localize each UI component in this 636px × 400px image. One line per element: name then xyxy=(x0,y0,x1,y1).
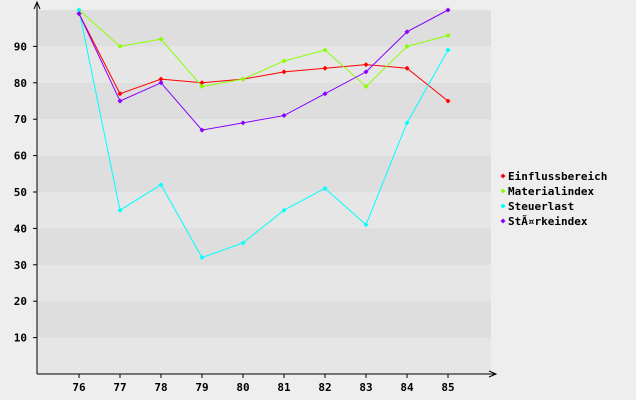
data-point xyxy=(117,207,123,213)
data-point xyxy=(240,76,246,82)
grid-band xyxy=(37,192,491,229)
data-point xyxy=(76,7,82,13)
data-point xyxy=(404,29,410,35)
data-point xyxy=(322,185,328,191)
data-point xyxy=(322,47,328,53)
y-axis-arrow xyxy=(33,0,41,10)
x-tick-label: 77 xyxy=(113,381,126,394)
data-point xyxy=(404,43,410,49)
data-point xyxy=(404,65,410,71)
y-tick-label: 60 xyxy=(14,150,27,163)
data-point xyxy=(445,7,451,13)
legend-label: Materialindex xyxy=(508,185,594,198)
x-axis-arrow xyxy=(488,370,498,378)
data-point xyxy=(363,69,369,75)
data-point xyxy=(199,255,205,261)
axes xyxy=(33,0,498,378)
legend-item: Materialindex xyxy=(500,185,594,198)
y-tick-label: 20 xyxy=(14,295,27,308)
data-point xyxy=(281,113,287,119)
series-lines xyxy=(76,7,451,261)
x-tick-label: 83 xyxy=(359,381,372,394)
data-point xyxy=(404,120,410,126)
grid-band xyxy=(37,301,491,338)
plot-background-bands xyxy=(37,10,491,374)
data-point xyxy=(445,32,451,38)
data-point xyxy=(363,222,369,228)
x-tick-label: 84 xyxy=(400,381,414,394)
grid-band xyxy=(37,155,491,192)
data-point xyxy=(158,76,164,82)
legend-label: StÃ¤rkeindex xyxy=(508,215,588,228)
x-tick-label: 80 xyxy=(236,381,249,394)
grid-band xyxy=(37,82,491,120)
data-point xyxy=(240,240,246,246)
legend-item: StÃ¤rkeindex xyxy=(500,215,588,228)
data-point xyxy=(281,58,287,64)
y-tick-label: 30 xyxy=(14,259,27,272)
legend-marker xyxy=(500,188,506,194)
y-axis-ticks: 10 20 30 40 50 60 70 80 90 xyxy=(14,40,37,345)
y-tick-label: 70 xyxy=(14,113,27,126)
data-point xyxy=(199,83,205,89)
x-tick-label: 76 xyxy=(72,381,86,394)
y-tick-label: 80 xyxy=(14,77,27,90)
data-point xyxy=(363,62,369,68)
y-tick-label: 10 xyxy=(14,332,27,345)
legend: Einflussbereich Materialindex Steuerlast St… xyxy=(500,170,607,228)
data-point xyxy=(322,91,328,97)
series-3 xyxy=(76,7,451,261)
x-tick-label: 82 xyxy=(318,381,331,394)
legend-item: Einflussbereich xyxy=(500,170,607,183)
legend-label: Steuerlast xyxy=(508,200,574,213)
data-point xyxy=(158,182,164,188)
x-tick-label: 81 xyxy=(277,381,291,394)
y-tick-label: 40 xyxy=(14,222,27,235)
series-line xyxy=(78,9,449,131)
legend-marker xyxy=(500,173,506,179)
series-line xyxy=(78,9,449,259)
x-tick-label: 78 xyxy=(154,381,167,394)
data-point xyxy=(117,43,123,49)
grid-band xyxy=(37,264,491,302)
series-line xyxy=(78,9,449,88)
legend-item: Steuerlast xyxy=(500,200,574,213)
legend-marker xyxy=(500,203,506,209)
data-point xyxy=(199,127,205,133)
x-tick-label: 85 xyxy=(441,381,454,394)
data-point xyxy=(322,65,328,71)
data-point xyxy=(158,80,164,86)
data-point xyxy=(363,83,369,89)
x-tick-label: 79 xyxy=(195,381,208,394)
grid-band xyxy=(37,10,491,47)
data-point xyxy=(445,98,451,104)
data-point xyxy=(117,98,123,104)
y-tick-label: 50 xyxy=(14,186,27,199)
data-point xyxy=(158,36,164,42)
grid-band xyxy=(37,46,491,83)
grid-band xyxy=(37,337,491,374)
data-point xyxy=(445,47,451,53)
legend-label: Einflussbereich xyxy=(508,170,607,183)
y-tick-label: 90 xyxy=(14,40,27,53)
data-point xyxy=(199,80,205,86)
data-point xyxy=(240,120,246,126)
series-4 xyxy=(76,7,451,133)
data-point xyxy=(281,69,287,75)
x-axis-ticks: 76 77 78 79 80 81 82 83 84 85 xyxy=(72,374,455,394)
grid-band xyxy=(37,228,491,265)
grid-band xyxy=(37,119,491,156)
data-point xyxy=(117,91,123,97)
data-point xyxy=(281,207,287,213)
data-point xyxy=(76,11,82,17)
legend-marker xyxy=(500,218,506,224)
